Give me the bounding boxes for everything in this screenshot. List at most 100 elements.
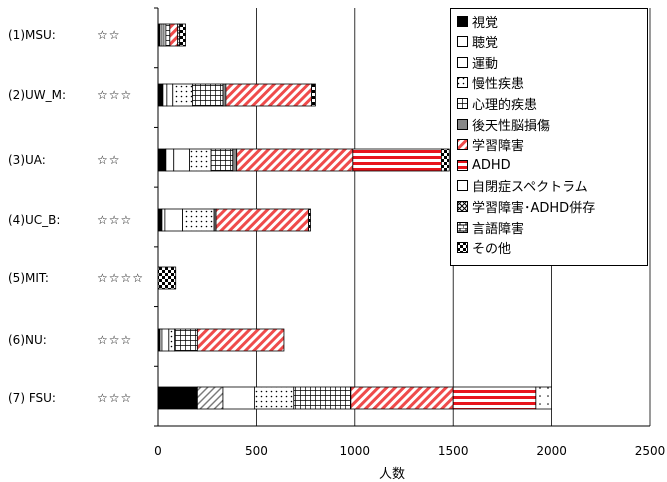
star-rating: ☆☆☆☆ [97, 271, 145, 285]
legend-swatch [457, 77, 468, 89]
bar-segment [222, 83, 227, 107]
bar-segment [173, 148, 190, 172]
x-tick-label: 1000 [339, 444, 371, 458]
category-label: (1)MSU: [8, 28, 56, 42]
bar-segment [452, 386, 537, 410]
bar-segment [215, 208, 309, 232]
legend-item: その他 [457, 239, 511, 257]
x-tick-label: 2000 [536, 444, 567, 458]
legend-swatch [457, 200, 468, 212]
bar-segment [254, 386, 295, 410]
legend-item: 言語障害 [457, 218, 525, 237]
legend-item: 心理的疾患 [457, 94, 538, 113]
bar-segment [440, 148, 450, 172]
category-label: (3)UA: [8, 153, 46, 167]
bar-segment [157, 266, 177, 290]
legend-swatch [457, 97, 468, 109]
category-label: (2)UW_M: [8, 88, 67, 102]
bar-segment [196, 328, 285, 352]
legend-label: その他 [472, 242, 512, 258]
legend-label: 言語障害 [472, 221, 525, 237]
bar-segment [169, 23, 179, 47]
star-rating: ☆☆☆ [97, 333, 133, 347]
bar-segment [172, 83, 193, 107]
bar-segment [232, 148, 238, 172]
legend-item: 学習障害･ADHD併存 [457, 197, 596, 216]
bar-segment [157, 208, 163, 232]
legend-label: 運動 [472, 56, 499, 72]
bar-segment [157, 83, 164, 107]
legend-item: 慢性疾患 [457, 74, 524, 92]
bar-segment [192, 83, 224, 107]
bar-segment [311, 83, 316, 107]
bar-segment [164, 208, 184, 232]
category-label: (7) FSU: [8, 391, 56, 405]
bar-segment [161, 208, 166, 232]
category-label: (6)NU: [8, 333, 47, 347]
legend-label: 自閉症スペクトラム [472, 180, 588, 196]
bar-segment [225, 83, 312, 107]
legend-swatch [457, 180, 468, 192]
legend-item: ADHD [457, 156, 511, 174]
legend-swatch [457, 15, 468, 27]
legend-item: 運動 [457, 53, 499, 72]
x-tick-label: 2500 [634, 444, 666, 458]
legend-swatch [457, 36, 468, 48]
bar-segment [165, 148, 175, 172]
bar-segment [352, 148, 442, 172]
star-rating: ☆☆ [97, 28, 121, 42]
legend-label: ADHD [472, 157, 511, 173]
bar-segment [189, 148, 212, 172]
bar-segment [350, 386, 454, 410]
legend: 視覚聴覚運動慢性疾患心理的疾患後天性脳損傷 学習障害 ADHD 自閉症スペクトラム 学習… [450, 8, 648, 266]
bar-segment [168, 328, 176, 352]
legend-label: 視覚 [472, 15, 499, 31]
legend-item: 後天性脳損傷 [457, 115, 551, 134]
bar-segment [174, 328, 198, 352]
x-axis-label: 人数 [378, 467, 406, 482]
bar-segment [196, 386, 224, 410]
bar-segment [210, 148, 234, 172]
legend-swatch [457, 242, 468, 254]
star-rating: ☆☆☆ [97, 391, 133, 405]
legend-label: 学習障害･ADHD併存 [472, 200, 596, 216]
legend-swatch [457, 139, 468, 151]
x-tick-label: 500 [244, 444, 268, 458]
legend-item: 視覚 [457, 12, 499, 31]
bar-segment [293, 386, 352, 410]
legend-item: 聴覚 [457, 33, 498, 51]
star-rating: ☆☆ [97, 153, 121, 167]
legend-label: 心理的疾患 [472, 97, 538, 113]
bar-segment [166, 83, 174, 107]
legend-label: 学習障害 [472, 139, 525, 155]
bar-segment [236, 148, 354, 172]
bar-segment [157, 386, 198, 410]
x-tick-label: 1500 [437, 444, 469, 458]
bar-segment [179, 23, 186, 47]
legend-swatch [457, 221, 468, 233]
bar-segment [162, 83, 168, 107]
bar-segment [165, 23, 171, 47]
star-rating: ☆☆☆ [97, 213, 133, 227]
bar-segment [157, 148, 167, 172]
legend-label: 慢性疾患 [472, 77, 525, 93]
legend-item: 学習障害 [457, 136, 524, 154]
legend-swatch [457, 118, 468, 130]
category-label: (5)MIT: [8, 271, 49, 285]
bars [157, 23, 553, 410]
star-rating: ☆☆☆ [97, 88, 133, 102]
bar-segment [161, 328, 170, 352]
legend-label: 聴覚 [472, 36, 499, 52]
category-label: (4)UC_B: [8, 213, 61, 227]
legend-label: 後天性脳損傷 [472, 118, 551, 134]
x-tick-label: 0 [154, 444, 162, 458]
bar-segment [535, 386, 553, 410]
bar-segment [308, 208, 311, 232]
legend-item: 自閉症スペクトラム [457, 177, 588, 195]
axes [154, 7, 650, 427]
bar-segment [222, 386, 255, 410]
legend-swatch [457, 159, 468, 171]
bar-segment [182, 208, 215, 232]
legend-swatch [457, 56, 468, 68]
